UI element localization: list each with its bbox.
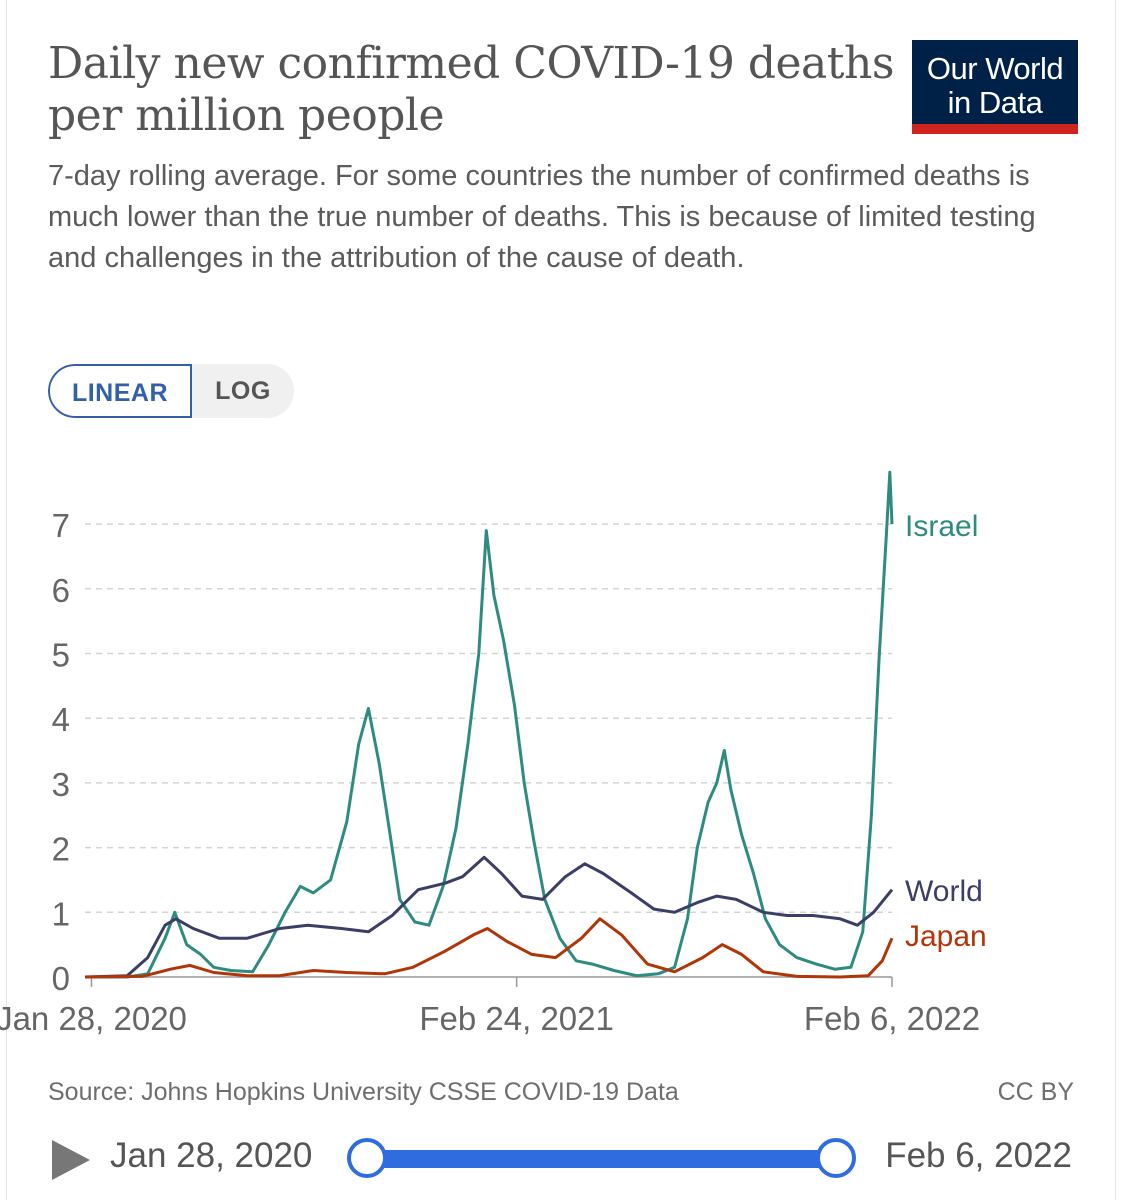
timeline-start-date: Jan 28, 2020	[110, 1136, 313, 1175]
series-line-israel	[85, 470, 894, 979]
license-link[interactable]: CC BY	[997, 1078, 1074, 1106]
timeline-start-handle[interactable]	[347, 1138, 387, 1178]
y-tick-label: 0	[52, 960, 70, 997]
owid-logo[interactable]: Our World in Data	[912, 40, 1078, 134]
series-label-japan: Japan	[905, 920, 987, 953]
timeline-end-handle[interactable]	[816, 1138, 856, 1178]
timeline-end-date: Feb 6, 2022	[885, 1136, 1072, 1175]
y-tick-label: 5	[52, 637, 70, 674]
x-tick-label: Feb 24, 2021	[419, 1000, 614, 1037]
logo-accent-bar	[912, 124, 1078, 134]
log-scale-button[interactable]: LOG	[215, 377, 271, 405]
timeline-track[interactable]	[368, 1150, 836, 1168]
x-tick-label: Jan 28, 2020	[0, 1000, 187, 1037]
series-label-israel: Israel	[905, 510, 978, 543]
y-tick-label: 3	[52, 766, 70, 803]
logo-line-2: in Data	[947, 85, 1043, 120]
source-note[interactable]: Source: Johns Hopkins University CSSE CO…	[48, 1078, 679, 1106]
y-tick-label: 2	[52, 831, 70, 868]
line-chart: 0 1 2 3 4 5 6 7 Jan 28, 2020 Feb 24, 2021 Feb 6, 2…	[0, 470, 987, 1037]
y-tick-label: 7	[52, 507, 70, 544]
scale-toggle: LINEAR LOG	[48, 364, 294, 418]
y-tick-label: 4	[52, 701, 70, 738]
chart-title: Daily new confirmed COVID-19 deaths per …	[48, 38, 894, 141]
series-line-world	[84, 855, 894, 979]
series-line-japan	[84, 917, 894, 979]
chart-card	[6, 0, 1116, 1200]
series-label-world: World	[905, 875, 983, 908]
linear-scale-button[interactable]: LINEAR	[48, 364, 192, 418]
y-tick-label: 6	[52, 572, 70, 609]
chart-subtitle: 7-day rolling average. For some countrie…	[48, 160, 1036, 274]
play-icon[interactable]	[52, 1140, 90, 1180]
y-tick-label: 1	[52, 895, 70, 932]
x-tick-label: Feb 6, 2022	[804, 1000, 980, 1037]
logo-line-1: Our World	[926, 51, 1064, 86]
